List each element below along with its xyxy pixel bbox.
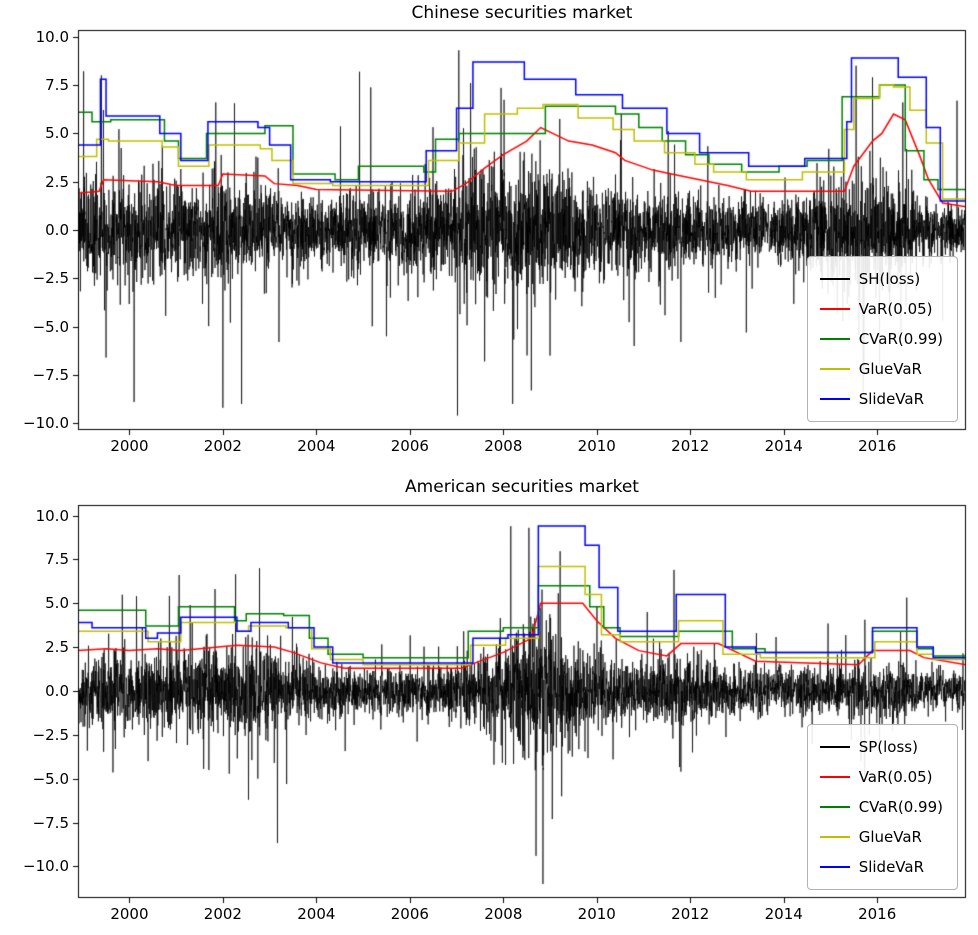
y-tick-label: 0.0 <box>45 221 69 239</box>
legend-entry: VaR(0.05) <box>818 294 945 324</box>
legend-label: CVaR(0.99) <box>859 798 943 816</box>
y-tick-label: −7.5 <box>33 366 69 384</box>
legend-label: VaR(0.05) <box>859 768 933 786</box>
legend-label: SP(loss) <box>859 738 918 756</box>
legend-entry: SH(loss) <box>818 264 945 294</box>
x-tick-label: 2006 <box>391 905 429 923</box>
y-tick-label: −5.0 <box>33 770 69 788</box>
x-tick-label: 2004 <box>297 905 335 923</box>
legend-line-sample <box>820 278 850 280</box>
x-tick-label: 2010 <box>578 437 616 455</box>
legend-entry: GlueVaR <box>818 354 945 384</box>
legend-entry: VaR(0.05) <box>818 762 945 792</box>
chart-title-chinese: Chinese securities market <box>78 3 966 23</box>
y-tick-label: 2.5 <box>45 638 69 656</box>
x-tick-label: 2002 <box>204 437 242 455</box>
legend-entry: SP(loss) <box>818 732 945 762</box>
legend-entry: GlueVaR <box>818 822 945 852</box>
figure: Chinese securities market American secur… <box>0 0 978 935</box>
legend-line-sample <box>820 338 850 340</box>
chart-title-american: American securities market <box>78 477 966 497</box>
x-tick-label: 2004 <box>297 437 335 455</box>
x-tick-label: 2000 <box>110 905 148 923</box>
legend-entry: CVaR(0.99) <box>818 792 945 822</box>
legend-label: SlideVaR <box>859 858 924 876</box>
x-tick-label: 2008 <box>484 905 522 923</box>
x-tick-label: 2010 <box>578 905 616 923</box>
x-tick-label: 2014 <box>765 905 803 923</box>
y-tick-label: 10.0 <box>36 507 69 525</box>
x-tick-label: 2008 <box>484 437 522 455</box>
legend-line-sample <box>820 308 850 310</box>
x-tick-label: 2000 <box>110 437 148 455</box>
legend-line-sample <box>820 776 850 778</box>
legend-label: GlueVaR <box>859 828 922 846</box>
legend-line-sample <box>820 866 850 868</box>
legend-entry: CVaR(0.99) <box>818 324 945 354</box>
x-tick-label: 2016 <box>858 905 896 923</box>
x-tick-label: 2012 <box>671 437 709 455</box>
y-tick-label: 5.0 <box>45 594 69 612</box>
legend-american: SP(loss) VaR(0.05) CVaR(0.99) GlueVaR SlideV… <box>807 724 958 890</box>
x-tick-label: 2014 <box>765 437 803 455</box>
legend-label: SlideVaR <box>859 390 924 408</box>
legend-label: GlueVaR <box>859 360 922 378</box>
y-tick-label: −10.0 <box>23 414 69 432</box>
y-tick-label: −7.5 <box>33 814 69 832</box>
y-tick-label: 7.5 <box>45 550 69 568</box>
y-tick-label: 10.0 <box>36 28 69 46</box>
legend-label: VaR(0.05) <box>859 300 933 318</box>
y-tick-label: 5.0 <box>45 124 69 142</box>
y-tick-label: −10.0 <box>23 857 69 875</box>
legend-label: SH(loss) <box>859 270 920 288</box>
x-tick-label: 2002 <box>204 905 242 923</box>
y-tick-label: −2.5 <box>33 726 69 744</box>
y-tick-label: 0.0 <box>45 682 69 700</box>
legend-line-sample <box>820 746 850 748</box>
y-tick-label: 2.5 <box>45 173 69 191</box>
legend-label: CVaR(0.99) <box>859 330 943 348</box>
legend-line-sample <box>820 836 850 838</box>
y-tick-label: −5.0 <box>33 318 69 336</box>
x-tick-label: 2006 <box>391 437 429 455</box>
y-tick-label: −2.5 <box>33 269 69 287</box>
x-tick-label: 2012 <box>671 905 709 923</box>
legend-line-sample <box>820 806 850 808</box>
y-tick-label: 7.5 <box>45 76 69 94</box>
legend-entry: SlideVaR <box>818 852 945 882</box>
legend-chinese: SH(loss) VaR(0.05) CVaR(0.99) GlueVaR SlideV… <box>807 256 958 422</box>
legend-line-sample <box>820 398 850 400</box>
legend-line-sample <box>820 368 850 370</box>
legend-entry: SlideVaR <box>818 384 945 414</box>
x-tick-label: 2016 <box>858 437 896 455</box>
